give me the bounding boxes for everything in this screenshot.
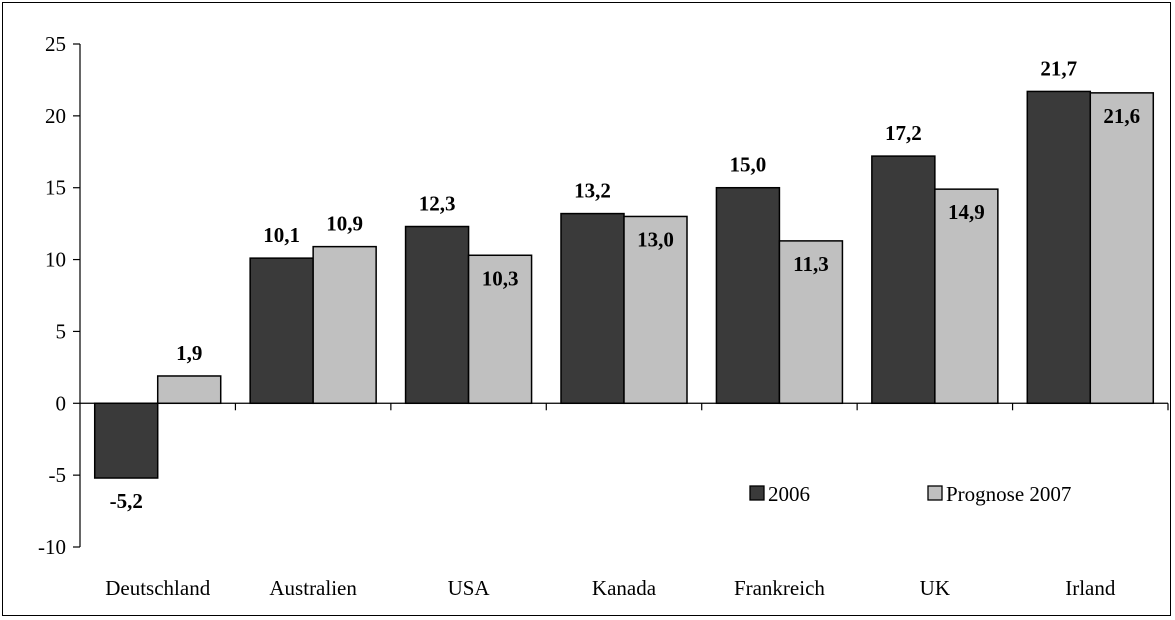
data-label-2006: 10,1	[263, 223, 300, 247]
legend-swatch-prognose-2007	[927, 485, 943, 501]
data-label-prognose-2007: 1,9	[176, 341, 202, 365]
data-label-prognose-2007: 14,9	[948, 200, 985, 224]
legend-label-2006: 2006	[768, 482, 810, 506]
y-tick-label: 15	[45, 176, 66, 200]
y-tick-label: 0	[56, 391, 67, 415]
legend-swatch-2006	[749, 485, 765, 501]
data-label-2006: 21,7	[1040, 56, 1077, 80]
bar-2006	[871, 155, 936, 405]
bar-2006	[560, 212, 625, 405]
bar-prognose-2007	[1089, 92, 1155, 405]
x-category-label: Kanada	[592, 576, 657, 600]
data-label-2006: -5,2	[110, 489, 143, 513]
y-tick-label: -10	[38, 535, 66, 559]
y-tick-label: 10	[45, 248, 66, 272]
bar-2006	[1026, 90, 1092, 405]
x-category-label: Irland	[1065, 576, 1116, 600]
data-label-prognose-2007: 21,6	[1103, 104, 1140, 128]
bar-2006	[404, 225, 470, 405]
bar-prognose-2007	[156, 375, 222, 405]
bar-2006	[249, 257, 314, 405]
x-category-label: UK	[920, 576, 950, 600]
x-category-label: Frankreich	[734, 576, 825, 600]
bar-2006	[93, 402, 159, 479]
x-category-label: Australien	[269, 576, 357, 600]
bar-prognose-2007	[778, 240, 844, 405]
bar-2006	[715, 186, 781, 405]
y-tick-label: 25	[45, 32, 66, 56]
x-category-label: Deutschland	[105, 576, 210, 600]
x-category-label: USA	[448, 576, 491, 600]
y-tick-label: 20	[45, 104, 66, 128]
bar-prognose-2007	[312, 245, 377, 405]
bar-prognose-2007	[467, 254, 533, 405]
y-tick-label: 5	[56, 319, 67, 343]
y-tick-label: -5	[49, 463, 67, 487]
data-label-prognose-2007: 10,3	[482, 266, 519, 290]
legend-label-prognose-2007: Prognose 2007	[946, 482, 1071, 506]
data-label-prognose-2007: 10,9	[326, 212, 363, 236]
data-label-2006: 12,3	[419, 192, 456, 216]
data-label-prognose-2007: 13,0	[637, 227, 674, 251]
data-label-2006: 13,2	[574, 179, 611, 203]
data-label-2006: 17,2	[885, 121, 922, 145]
data-label-2006: 15,0	[730, 153, 767, 177]
data-label-prognose-2007: 11,3	[793, 252, 829, 276]
bar-prognose-2007	[623, 215, 688, 405]
bar-prognose-2007	[934, 188, 999, 405]
